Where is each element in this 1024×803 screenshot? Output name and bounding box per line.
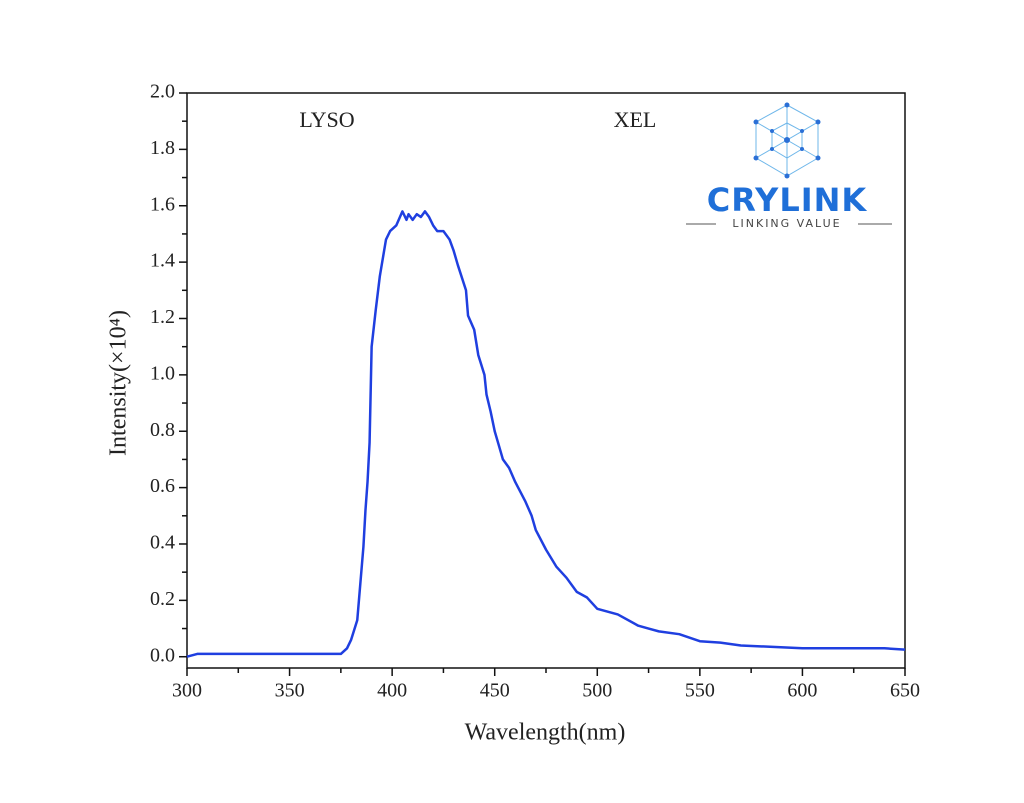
x-tick-label: 350 xyxy=(275,680,305,702)
y-tick-label: 1.4 xyxy=(150,250,175,272)
x-tick-label: 450 xyxy=(480,680,510,702)
y-tick-label: 0.2 xyxy=(150,588,175,610)
y-tick-label: 2.0 xyxy=(150,81,175,103)
y-tick-label: 1.6 xyxy=(150,193,175,215)
logo: CRYLINK LINKING VALUE xyxy=(686,102,892,230)
logo-tagline: LINKING VALUE xyxy=(732,217,841,230)
annotation: XEL xyxy=(614,107,657,132)
x-tick-label: 500 xyxy=(582,680,612,702)
y-tick-label: 0.0 xyxy=(150,644,175,666)
y-axis-label: Intensity(×10⁴) xyxy=(106,310,132,456)
y-tick-label: 1.8 xyxy=(150,137,175,159)
y-tick-label: 0.4 xyxy=(150,532,175,554)
y-tick-label: 1.2 xyxy=(150,306,175,328)
y-tick-label: 1.0 xyxy=(150,362,175,384)
logo-name: CRYLINK xyxy=(707,181,868,219)
annotation: LYSO xyxy=(299,107,354,132)
x-tick-label: 600 xyxy=(787,680,817,702)
x-tick-label: 550 xyxy=(685,680,715,702)
spectrum-line xyxy=(186,210,906,658)
x-tick-label: 300 xyxy=(172,680,202,702)
x-tick-label: 650 xyxy=(890,680,920,702)
x-tick-label: 400 xyxy=(377,680,407,702)
logo-icon xyxy=(753,102,821,179)
y-tick-label: 0.8 xyxy=(150,419,175,441)
x-axis-label: Wavelength(nm) xyxy=(465,720,626,746)
y-tick-label: 0.6 xyxy=(150,475,175,497)
